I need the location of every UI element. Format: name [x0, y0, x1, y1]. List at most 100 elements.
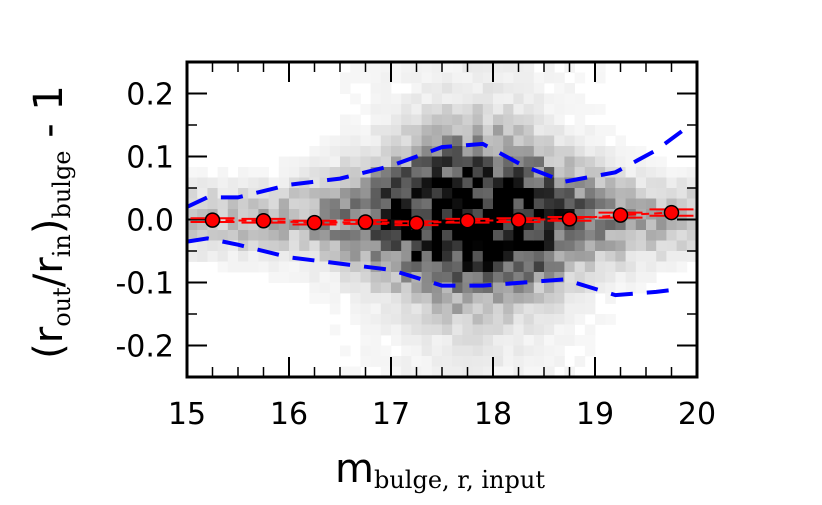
- density-cell: [391, 72, 402, 84]
- density-cell: [503, 104, 514, 115]
- density-cell: [605, 282, 616, 294]
- density-cell: [554, 177, 565, 189]
- density-cell: [544, 146, 555, 157]
- density-cell: [299, 251, 310, 262]
- density-cell: [431, 293, 443, 304]
- density-cell: [533, 188, 545, 199]
- density-cell: [564, 261, 575, 273]
- density-cell: [584, 251, 596, 262]
- density-cell: [370, 356, 382, 367]
- density-cell: [350, 135, 361, 147]
- density-cell: [503, 198, 514, 210]
- density-cell: [615, 188, 626, 199]
- density-cell: [329, 188, 341, 199]
- density-cell: [482, 62, 494, 73]
- density-cell: [278, 251, 290, 262]
- x-tick-label: 17: [372, 397, 410, 432]
- density-cell: [513, 198, 524, 210]
- density-cell: [227, 240, 239, 252]
- density-cell: [462, 167, 473, 178]
- density-cell: [340, 240, 351, 252]
- density-cell: [268, 209, 280, 220]
- density-cell: [401, 335, 412, 346]
- density-cell: [431, 282, 443, 294]
- density-cell: [564, 83, 575, 94]
- density-cell: [309, 261, 320, 273]
- density-cell: [605, 261, 616, 273]
- density-cell: [421, 282, 433, 294]
- density-cell: [564, 188, 575, 199]
- density-cell: [584, 324, 596, 336]
- density-cell: [391, 251, 402, 262]
- density-cell: [411, 293, 422, 304]
- density-cell: [380, 251, 392, 262]
- density-cell: [523, 345, 535, 357]
- density-cell: [380, 293, 392, 304]
- density-cell: [523, 293, 535, 304]
- density-cell: [350, 198, 361, 210]
- density-cell: [401, 209, 412, 220]
- density-cell: [533, 261, 545, 273]
- density-cell: [533, 135, 545, 147]
- density-cell: [666, 261, 677, 273]
- density-cell: [421, 104, 433, 115]
- density-cell: [533, 251, 545, 262]
- density-cell: [635, 188, 647, 199]
- density-cell: [350, 125, 361, 136]
- density-cell: [360, 293, 371, 304]
- density-cell: [360, 356, 371, 367]
- density-cell: [472, 114, 484, 126]
- density-cell: [380, 272, 392, 283]
- density-cell: [625, 219, 637, 231]
- density-cell: [340, 125, 351, 136]
- density-cell: [309, 167, 320, 178]
- density-cell: [493, 251, 504, 262]
- density-cell: [452, 230, 463, 241]
- density-cell: [309, 272, 320, 283]
- density-cell: [299, 188, 310, 199]
- density-cell: [452, 219, 463, 231]
- density-cell: [278, 230, 290, 241]
- density-cell: [482, 188, 494, 199]
- density-cell: [360, 335, 371, 346]
- density-cell: [513, 293, 524, 304]
- density-cell: [605, 125, 616, 136]
- density-cell: [462, 156, 473, 168]
- density-cell: [411, 188, 422, 199]
- density-cell: [319, 209, 331, 220]
- density-cell: [564, 303, 575, 315]
- density-cell: [472, 167, 484, 178]
- density-cell: [462, 314, 473, 325]
- density-cell: [401, 62, 412, 73]
- density-cell: [472, 293, 484, 304]
- density-cell: [442, 240, 453, 252]
- density-cell: [533, 314, 545, 325]
- density-cell: [360, 272, 371, 283]
- density-cell: [564, 177, 575, 189]
- data-point: [510, 212, 527, 228]
- density-cell: [370, 83, 382, 94]
- density-cell: [360, 324, 371, 336]
- density-cell: [513, 83, 524, 94]
- density-cell: [656, 251, 667, 262]
- density-cell: [482, 209, 494, 220]
- density-cell: [686, 209, 698, 220]
- y-tick-label: -0.2: [115, 330, 174, 365]
- density-cell: [472, 135, 484, 147]
- density-cell: [187, 219, 198, 231]
- density-cell: [676, 261, 688, 273]
- density-cell: [523, 177, 535, 189]
- density-cell: [309, 177, 320, 189]
- density-cell: [574, 104, 586, 115]
- density-cell: [615, 198, 626, 210]
- density-cell: [523, 72, 535, 84]
- density-cell: [401, 146, 412, 157]
- density-cell: [340, 188, 351, 199]
- density-cell: [421, 156, 433, 168]
- density-cell: [442, 324, 453, 336]
- density-cell: [319, 198, 331, 210]
- density-cell: [513, 135, 524, 147]
- density-cell: [391, 62, 402, 73]
- density-cell: [574, 114, 586, 126]
